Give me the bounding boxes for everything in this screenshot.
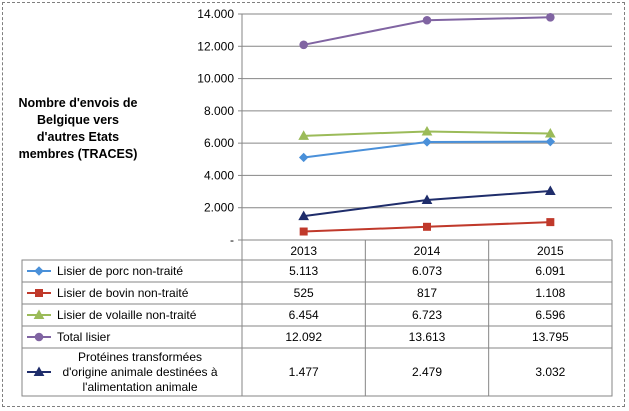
table-value: 13.795: [532, 330, 569, 344]
category-label: 2015: [537, 244, 564, 258]
y-tick-label: 6.000: [204, 136, 234, 150]
legend-key-marker: [35, 289, 43, 297]
table-value: 1.108: [535, 286, 565, 300]
legend-label-line: d'origine animale destinées à: [62, 365, 217, 379]
legend-key-marker: [33, 309, 45, 319]
data-point: [422, 15, 432, 25]
data-point: [546, 13, 555, 22]
data-point: [421, 125, 433, 136]
legend-label: Lisier de bovin non-traité: [57, 286, 189, 300]
data-point: [299, 227, 308, 236]
y-tick-label: -: [230, 233, 234, 247]
data-point: [422, 137, 432, 147]
legend-label: Protéines transformées d'origine animale …: [62, 350, 217, 394]
legend-label: Lisier de volaille non-traité: [57, 308, 197, 322]
data-point: [544, 128, 556, 138]
data-point: [298, 130, 310, 140]
table-value: 13.613: [409, 330, 446, 344]
data-point: [421, 194, 433, 204]
table-value: 2.479: [412, 365, 442, 379]
legend-label-line: Protéines transformées: [78, 350, 202, 364]
data-point: [546, 218, 555, 227]
table-value: 817: [417, 286, 437, 300]
legend-label: Total lisier: [57, 330, 110, 344]
data-point: [544, 185, 556, 196]
category-label: 2014: [414, 244, 441, 258]
y-tick-label: 8.000: [204, 104, 234, 118]
y-tick-label: 10.000: [197, 72, 234, 86]
table-value: 6.091: [535, 264, 565, 278]
y-axis-label: Nombre d'envois de Belgique vers d'autre…: [18, 96, 138, 161]
data-point: [298, 210, 310, 221]
y-tick-label: 14.000: [197, 7, 234, 21]
legend-key-marker: [33, 366, 45, 376]
table-value: 525: [294, 286, 314, 300]
legend-key-marker: [34, 332, 44, 342]
y-tick-label: 2.000: [204, 201, 234, 215]
y-tick-label: 4.000: [204, 168, 234, 182]
legend-key-marker: [34, 266, 44, 276]
table-value: 6.073: [412, 264, 442, 278]
data-point: [423, 222, 431, 231]
table-value: 6.596: [535, 308, 565, 322]
table-value: 5.113: [289, 264, 318, 278]
data-point: [299, 40, 308, 50]
table-value: 12.092: [285, 330, 322, 344]
table-value: 6.723: [412, 308, 442, 322]
table-value: 1.477: [289, 365, 319, 379]
legend-label-line: l'alimentation animale: [82, 380, 197, 394]
legend-label: Lisier de porc non-traité: [57, 264, 183, 278]
data-point: [298, 152, 309, 163]
data-point: [545, 136, 556, 147]
table-value: 6.454: [289, 308, 319, 322]
table-value: 3.032: [535, 365, 565, 379]
category-label: 2013: [290, 244, 317, 258]
chart-frame: [2, 2, 625, 407]
y-tick-label: 12.000: [197, 39, 234, 53]
